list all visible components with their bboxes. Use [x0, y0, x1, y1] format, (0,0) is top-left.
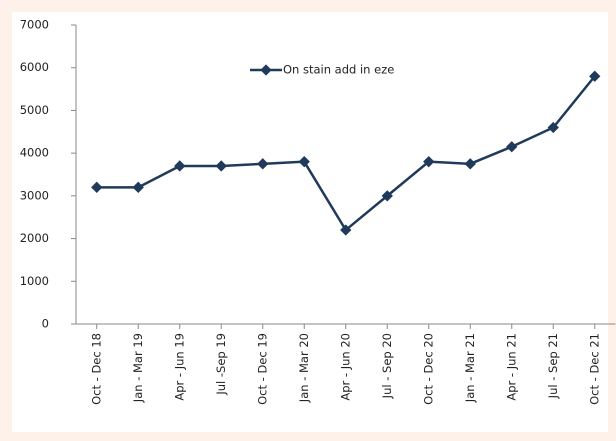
marker: [340, 224, 352, 236]
y-tick-label: 7000: [20, 18, 49, 32]
x-tick-label: Jan - Mar 20: [297, 333, 311, 403]
marker: [381, 190, 393, 202]
marker: [174, 160, 186, 172]
x-tick-label: Jan - Mar 19: [131, 333, 145, 403]
x-tick-label: Apr - Jun 20: [338, 333, 352, 401]
x-tick-label: Apr - Jun 19: [172, 333, 186, 401]
x-tick-label: Oct - Dec 19: [255, 333, 269, 405]
y-tick-label: 2000: [20, 231, 49, 245]
x-tick-label: Oct - Dec 21: [587, 333, 601, 405]
marker: [298, 156, 310, 168]
marker: [423, 156, 435, 168]
y-tick-label: 3000: [20, 188, 49, 202]
y-tick-label: 4000: [20, 146, 49, 160]
plot-background: [12, 12, 608, 432]
y-tick-label: 5000: [20, 103, 49, 117]
marker: [215, 160, 227, 172]
legend-label: On stain add in eze: [283, 63, 394, 77]
x-tick-label: Oct - Dec 20: [421, 333, 435, 405]
marker: [132, 181, 144, 193]
marker: [464, 158, 476, 170]
x-tick-label: Jul - Sep 21: [546, 333, 560, 399]
x-tick-label: Oct - Dec 18: [89, 333, 103, 405]
x-tick-label: Jul -Sep 19: [214, 333, 228, 396]
x-tick-label: Jan - Mar 21: [463, 333, 477, 403]
y-tick-label: 6000: [20, 60, 49, 74]
y-tick-label: 0: [42, 317, 49, 331]
y-tick-label: 1000: [20, 274, 49, 288]
x-tick-label: Jul - Sep 20: [380, 333, 394, 399]
marker: [257, 158, 269, 170]
marker: [506, 141, 518, 153]
x-tick-label: Apr - Jun 21: [504, 333, 518, 401]
